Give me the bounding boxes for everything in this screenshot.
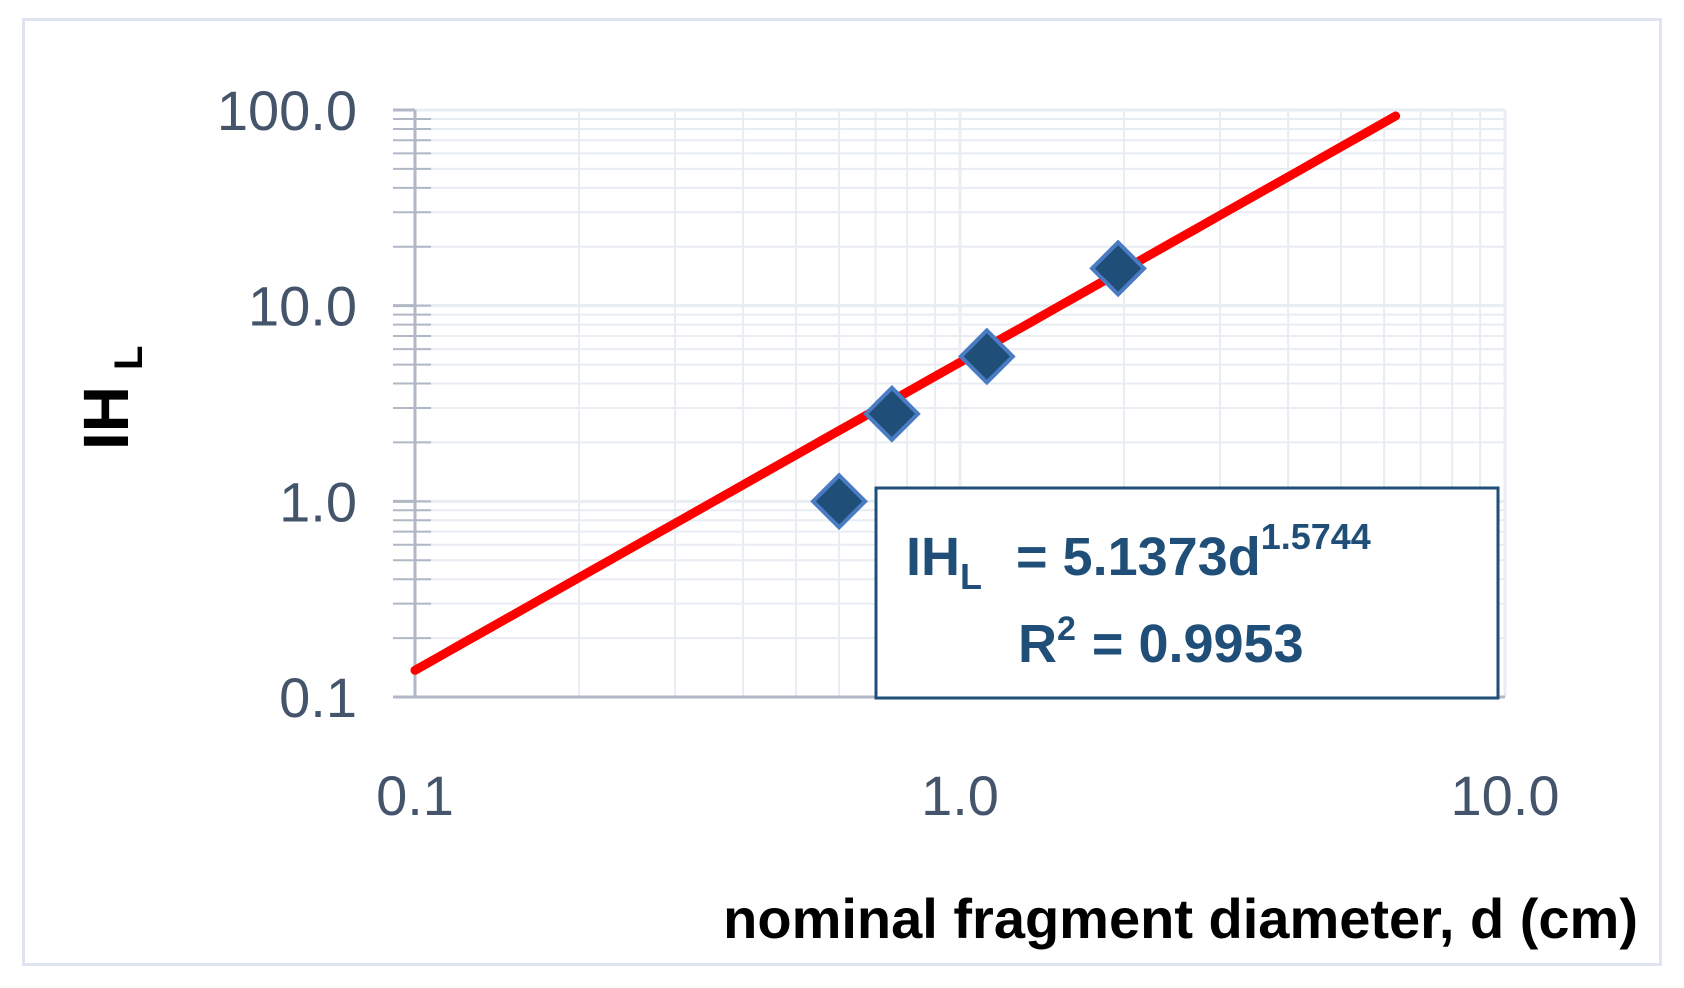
y-tick-label: 0.1: [279, 666, 357, 729]
data-point: [810, 472, 868, 531]
y-tick-label: 10.0: [248, 275, 357, 338]
equation-prefix: IH: [906, 527, 960, 587]
equation-subscript: L: [960, 556, 982, 597]
y-axis-title: IH L: [70, 346, 151, 450]
y-axis-title-subscript: L: [107, 346, 151, 370]
y-axis-title-main: IH: [70, 386, 142, 450]
y-tick-label: 1.0: [279, 470, 357, 533]
x-tick-label: 10.0: [1451, 764, 1560, 827]
x-tick-label: 0.1: [376, 764, 454, 827]
data-point: [863, 385, 921, 443]
x-axis-title: nominal fragment diameter, d (cm): [723, 887, 1638, 950]
equation-box: IHL = 5.1373d1.5744 R2 = 0.9953: [874, 486, 1500, 700]
trendline-layer: [410, 111, 1401, 675]
y-tick-label: 100.0: [217, 79, 357, 142]
equation-formula: = 5.1373d: [1016, 527, 1261, 587]
data-point: [957, 327, 1016, 386]
r-squared-prefix: R: [1018, 614, 1057, 674]
r-squared-value: = 0.9953: [1092, 614, 1304, 674]
r-squared-exponent: 2: [1057, 610, 1076, 648]
r-squared-text: R2 = 0.9953: [1018, 610, 1304, 674]
data-points: [810, 239, 1147, 531]
data-point: [1089, 239, 1147, 298]
tick-labels: 0.1 1.0 10.0 100.0 0.1 1.0 10.0: [217, 79, 1560, 827]
x-tick-label: 1.0: [921, 764, 999, 827]
equation-exponent: 1.5744: [1261, 516, 1371, 557]
power-trendline: [410, 111, 1401, 675]
equation-text: IHL = 5.1373d1.5744: [906, 516, 1371, 597]
equation-box-border: [874, 486, 1500, 700]
